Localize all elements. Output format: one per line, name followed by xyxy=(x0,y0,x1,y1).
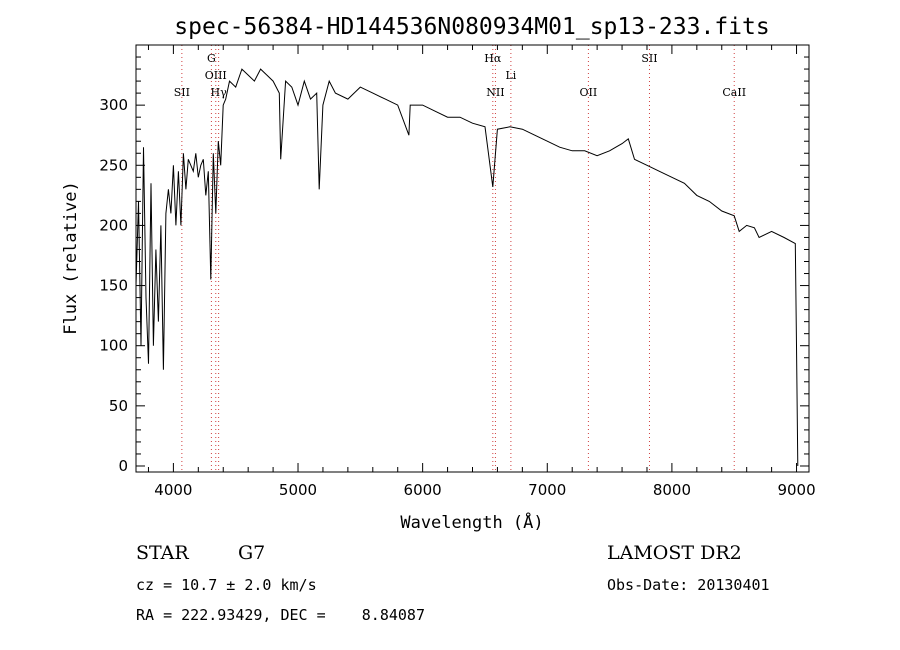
survey-name: LAMOST DR2 xyxy=(607,542,742,564)
line-marker-label-9: CaII xyxy=(722,86,746,99)
x-tick-label-1: 5000 xyxy=(279,481,317,499)
object-class: STAR xyxy=(136,542,189,564)
chart-title: spec-56384-HD144536N080934M01_sp13-233.f… xyxy=(174,14,769,40)
redshift-cz: cz = 10.7 ± 2.0 km/s xyxy=(136,576,317,594)
line-marker-label-5: NII xyxy=(486,86,504,99)
x-axis-label: Wavelength (Å) xyxy=(400,511,543,533)
line-marker-label-6: Li xyxy=(505,69,516,82)
y-axis-label: Flux (relative) xyxy=(61,181,81,335)
y-tick-label-0: 0 xyxy=(118,457,128,475)
line-marker-label-0: SII xyxy=(174,86,190,99)
line-marker-label-4: Hα xyxy=(484,52,502,65)
y-tick-label-5: 250 xyxy=(99,156,128,174)
x-axis-ticks: 4000 5000 6000 7000 8000 9000 xyxy=(147,45,816,499)
plot-frame xyxy=(135,44,810,473)
line-marker-label-1: G xyxy=(207,52,216,65)
line-marker-label-2: OIII xyxy=(205,69,227,82)
y-tick-label-4: 200 xyxy=(99,216,128,234)
x-tick-label-4: 8000 xyxy=(653,481,691,499)
y-tick-label-2: 100 xyxy=(99,337,128,355)
coordinates: RA = 222.93429, DEC = 8.84087 xyxy=(136,606,425,624)
x-tick-label-0: 4000 xyxy=(154,481,192,499)
x-tick-label-5: 9000 xyxy=(777,481,815,499)
y-axis-ticks: 0 50 100 150 200 250 300 xyxy=(99,56,809,475)
spectrum-series-line xyxy=(135,68,799,467)
y-tick-label-1: 50 xyxy=(109,397,128,415)
x-tick-label-2: 6000 xyxy=(404,481,442,499)
observation-date: Obs-Date: 20130401 xyxy=(607,576,770,594)
y-tick-label-6: 300 xyxy=(99,96,128,114)
object-subclass: G7 xyxy=(238,542,265,564)
line-marker-label-7: OII xyxy=(580,86,598,99)
x-tick-label-3: 7000 xyxy=(528,481,566,499)
spectral-line-markers xyxy=(181,45,735,472)
line-marker-label-3: Hγ xyxy=(211,86,228,99)
y-tick-label-3: 150 xyxy=(99,277,128,295)
line-marker-label-8: SII xyxy=(641,52,657,65)
